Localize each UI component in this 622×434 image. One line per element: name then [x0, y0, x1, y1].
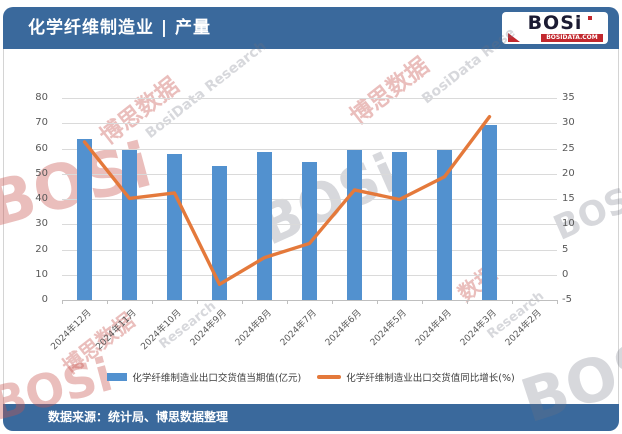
- y-axis-label-left: 80: [35, 92, 48, 103]
- footer-bar: 数据来源：统计局、博思数据整理: [3, 404, 619, 431]
- y-axis-label-right: 20: [562, 167, 575, 179]
- watermark: BOSi: [547, 175, 622, 249]
- y-axis-label-right: 35: [562, 92, 575, 103]
- bar: [482, 125, 497, 300]
- axis-tick: [422, 300, 423, 304]
- y-axis-label-right: 0: [562, 268, 569, 280]
- gridline: [62, 123, 557, 125]
- bar: [212, 165, 227, 300]
- axis-tick: [62, 300, 63, 304]
- brand-site: BOSIDATA.COM: [541, 34, 603, 42]
- brand-logo: BOSi BOSIDATA.COM: [502, 12, 608, 44]
- axis-tick: [197, 300, 198, 304]
- axis-tick: [107, 300, 108, 304]
- bar: [167, 154, 182, 300]
- bar: [257, 151, 272, 300]
- gridline: [62, 148, 557, 150]
- y-axis-label-left: 0: [41, 294, 48, 305]
- y-axis-label-right: 30: [562, 117, 575, 129]
- legend-label: 化学纤维制造业出口交货值当期值(亿元): [132, 373, 302, 384]
- gridline: [62, 300, 557, 301]
- axis-tick: [242, 300, 243, 304]
- axis-tick: [287, 300, 288, 304]
- axis-tick: [377, 300, 378, 304]
- bar: [347, 150, 362, 300]
- trend-line: [82, 114, 492, 287]
- bar: [437, 150, 452, 300]
- y-axis-label-right: -5: [562, 294, 572, 305]
- source-text: 数据来源：统计局、博思数据整理: [48, 410, 229, 424]
- y-axis-label-right: 5: [562, 243, 569, 255]
- bar: [302, 161, 317, 300]
- bar: [122, 150, 137, 300]
- brand-dot-accent: [588, 16, 592, 20]
- y-axis-label-left: 20: [35, 243, 48, 255]
- y-axis-label-left: 70: [35, 117, 48, 129]
- axis-tick: [467, 300, 468, 304]
- header-bar: 化学纤维制造业 | 产量 BOSi BOSIDATA.COM: [3, 7, 619, 49]
- axis-tick: [332, 300, 333, 304]
- y-axis-label-right: 25: [562, 142, 575, 154]
- y-axis-label-right: 15: [562, 193, 575, 204]
- page-title: 化学纤维制造业 | 产量: [28, 18, 212, 38]
- brand-triangle-icon: [508, 33, 520, 42]
- y-axis-label-left: 50: [35, 167, 48, 179]
- legend-swatch-bar: [107, 373, 128, 381]
- plot-region: [62, 98, 558, 304]
- legend-swatch-line: [317, 375, 342, 379]
- y-axis-label-left: 40: [35, 193, 48, 204]
- axis-tick: [557, 300, 558, 304]
- axis-tick: [512, 300, 513, 304]
- y-axis-label-left: 60: [35, 142, 48, 154]
- axis-tick: [152, 300, 153, 304]
- brand-text: BOSi: [527, 12, 583, 34]
- bar: [392, 151, 407, 300]
- y-axis-label-left: 30: [35, 218, 48, 230]
- legend-item: 化学纤维制造业出口交货值同比增长(%): [317, 370, 515, 384]
- trend-line-layer: [82, 114, 492, 287]
- y-axis-label-left: 10: [35, 268, 48, 280]
- gridline: [62, 98, 557, 99]
- legend-item: 化学纤维制造业出口交货值当期值(亿元): [107, 370, 301, 384]
- bar: [77, 138, 92, 300]
- legend: 化学纤维制造业出口交货值当期值(亿元) 化学纤维制造业出口交货值同比增长(%): [0, 370, 622, 384]
- legend-label: 化学纤维制造业出口交货值同比增长(%): [346, 373, 515, 384]
- y-axis-label-right: 10: [562, 218, 575, 230]
